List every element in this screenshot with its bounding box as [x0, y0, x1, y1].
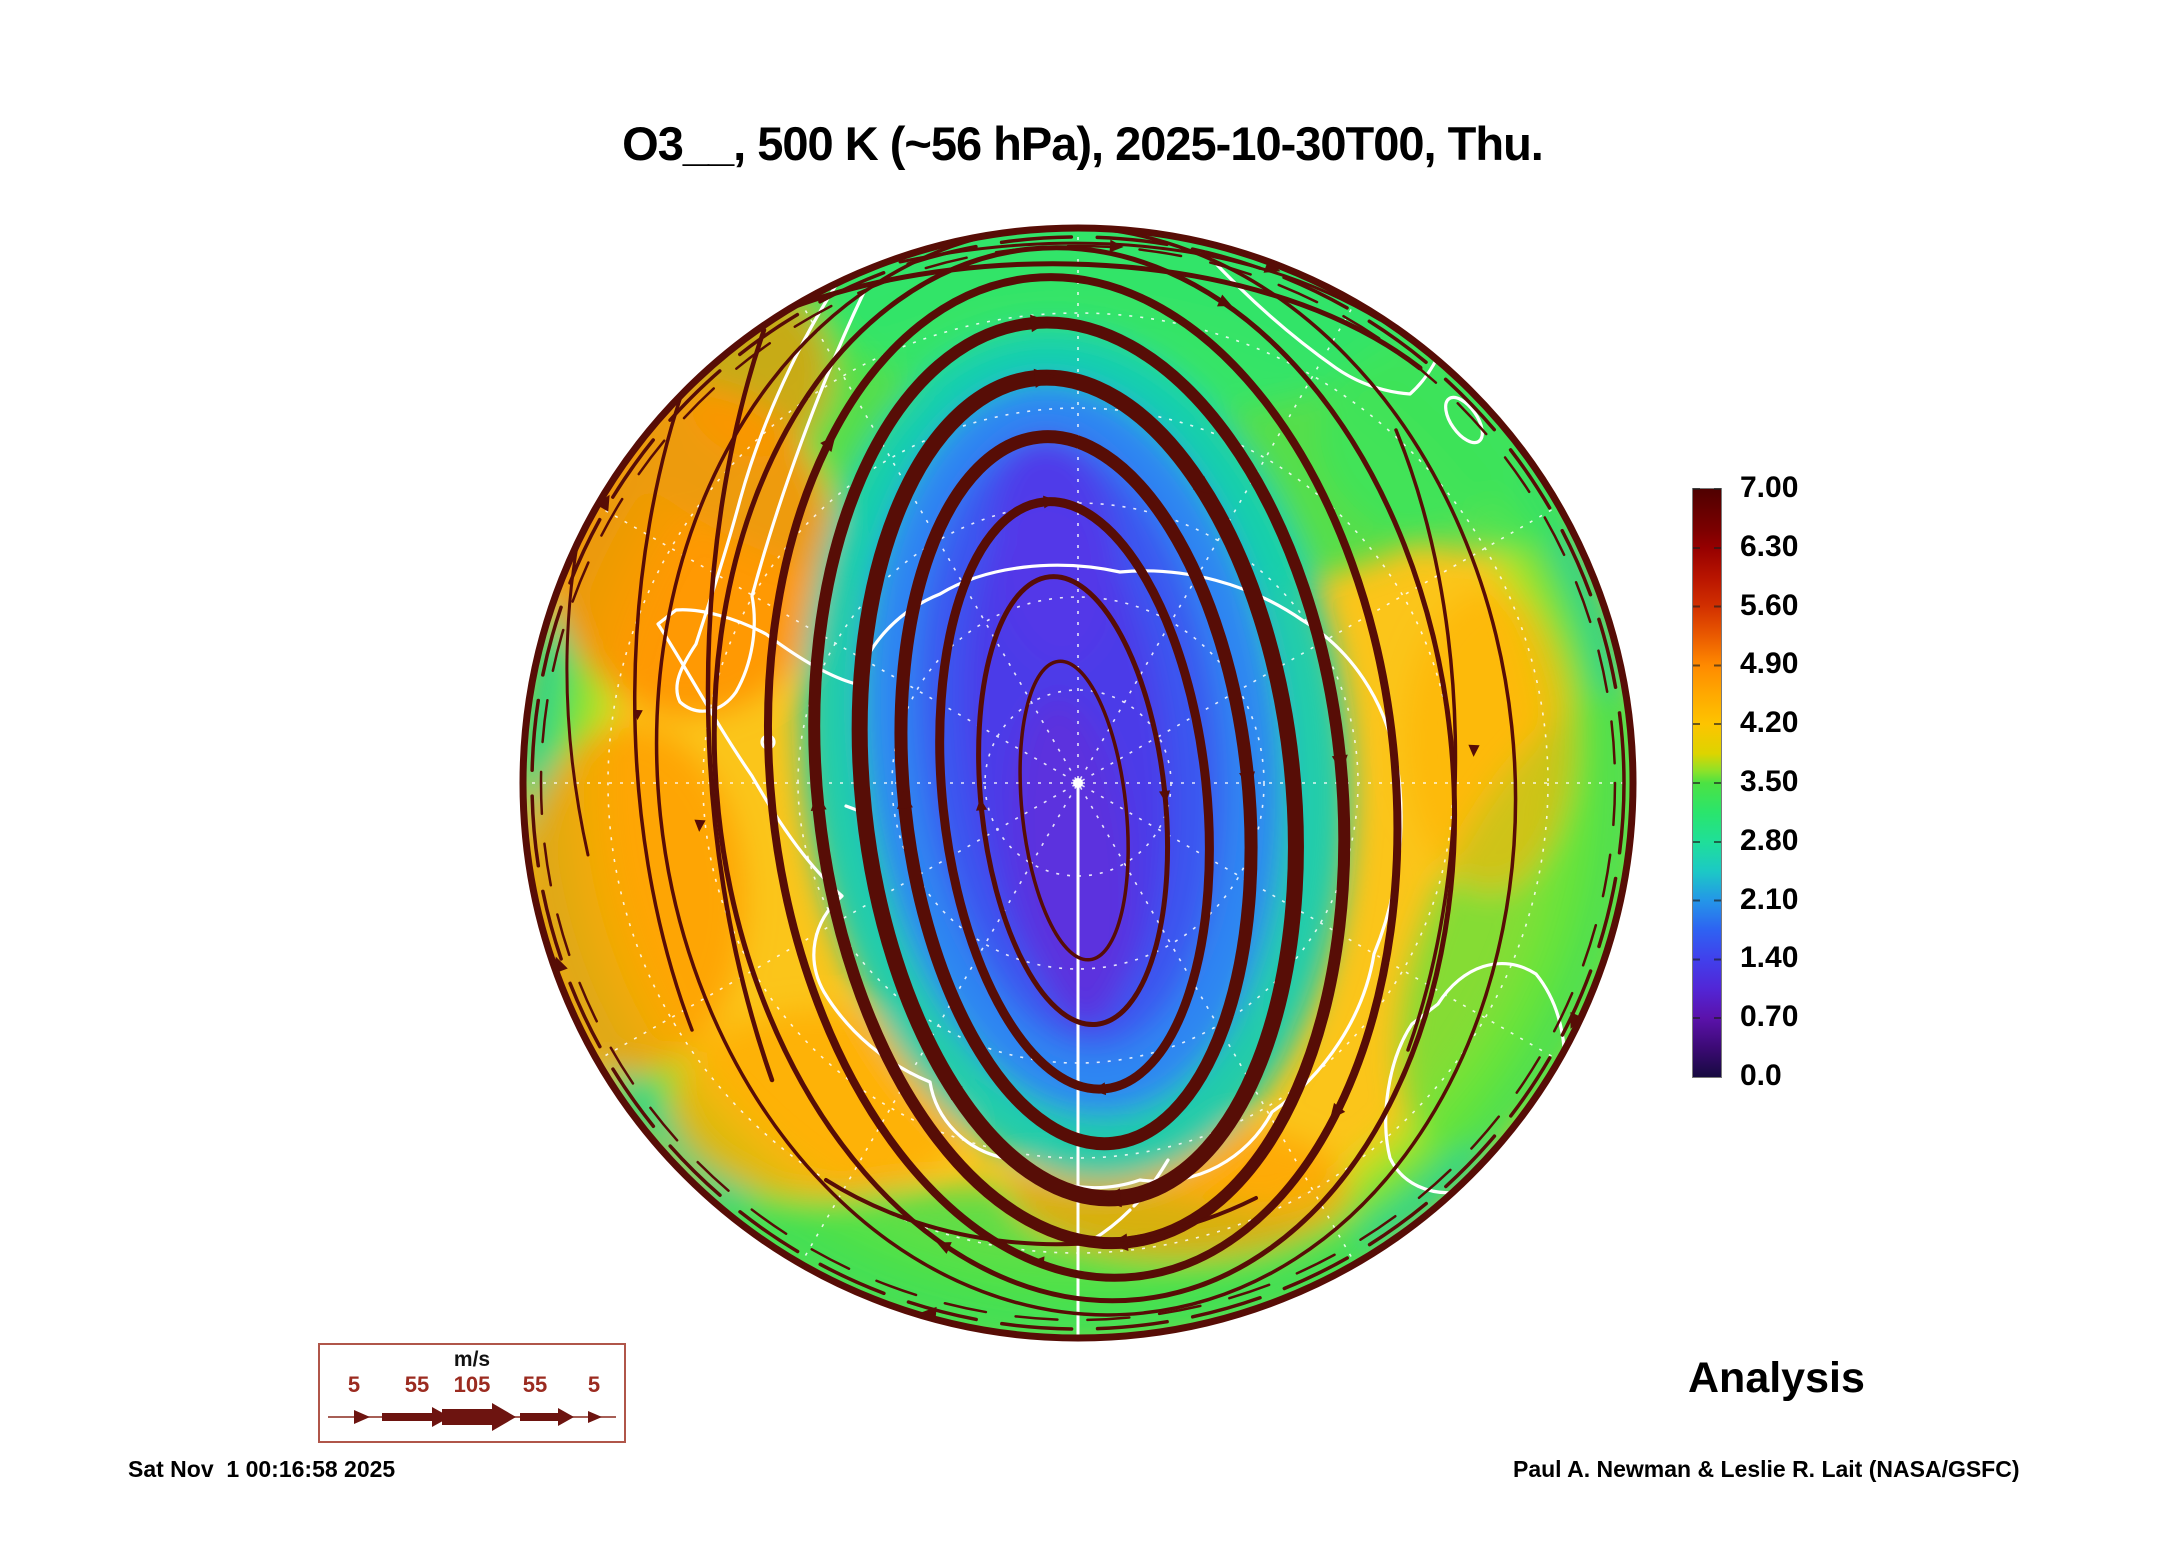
timestamp: Sat Nov 1 00:16:58 2025: [128, 1456, 396, 1482]
coast-madagascar: [1444, 395, 1484, 445]
colorbar-tick-label: 7.00: [1740, 471, 1799, 504]
wind-speed-legend: m/s 5 55 105 55 5: [318, 1343, 626, 1443]
colorbar-tick-label: 2.80: [1740, 823, 1799, 857]
coast-africa: [1203, 250, 1450, 396]
wind-arrow-scale: [328, 1403, 616, 1431]
coast-antarctica: [656, 563, 1403, 1190]
colorbar-ticks-right: [1714, 488, 1721, 1076]
figure-title: O3__, 500 K (~56 hPa), 2025-10-30T00, Th…: [622, 117, 1544, 170]
wind-legend-value: 55: [404, 1372, 430, 1397]
wind-legend-units: m/s: [453, 1348, 491, 1371]
colorbar-tick-label: 1.40: [1740, 941, 1799, 975]
colorbar-tick-label: 3.50: [1740, 765, 1799, 798]
colorbar-tick-label: 5.60: [1740, 588, 1799, 622]
colorbar-tick-label: 0.70: [1740, 1000, 1799, 1034]
credit: Paul A. Newman & Leslie R. Lait (NASA/GS…: [1513, 1456, 2020, 1482]
wind-legend-value: 105: [453, 1372, 491, 1397]
colorbar-tick-label: 4.20: [1740, 706, 1799, 740]
wind-legend-value: 5: [347, 1372, 361, 1397]
colorbar-tick-label: 0.0: [1740, 1059, 1782, 1092]
analysis-label: Analysis: [1688, 1354, 1865, 1402]
colorbar-labels: 7.00 6.30 5.60 4.90 4.20 3.50 2.80 2.10 …: [1740, 471, 1900, 1092]
colorbar-gradient: [1692, 488, 1722, 1078]
colorbar-tick-label: 2.10: [1740, 882, 1799, 916]
map-boundary: [519, 224, 1637, 1342]
colorbar-tick-label: 6.30: [1740, 529, 1799, 563]
colorbar-tick-label: 4.90: [1740, 647, 1799, 681]
coast-south-america: [675, 274, 866, 713]
coastlines: [656, 250, 1566, 1242]
colorbar-ticks-left: [1693, 488, 1700, 1076]
wind-legend-value: 5: [587, 1372, 601, 1397]
colorbar: 7.00 6.30 5.60 4.90 4.20 3.50 2.80 2.10 …: [1692, 471, 1912, 1092]
pole-marker: [1073, 778, 1083, 788]
wind-legend-value: 55: [522, 1372, 548, 1397]
